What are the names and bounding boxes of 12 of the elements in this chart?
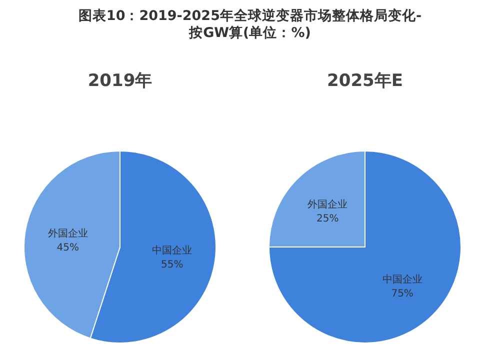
slice-label: 外国企业 <box>308 198 348 211</box>
chart-subtitle: 2025年E <box>327 71 403 91</box>
pie-slice <box>268 150 462 344</box>
data-label: 45% <box>56 242 79 254</box>
data-label: 25% <box>316 214 339 225</box>
data-label: 75% <box>391 288 414 300</box>
chart-subtitle: 2019年 <box>88 71 152 91</box>
data-label: 55% <box>161 259 184 270</box>
slice-label: 中国企业 <box>382 273 422 286</box>
slice-label: 外国企业 <box>48 228 88 240</box>
slice-label: 中国企业 <box>152 244 192 256</box>
text: 图表10：2019-2025年全球逆变器市场整体格局变化-按GW算(单位：%) <box>78 7 422 41</box>
